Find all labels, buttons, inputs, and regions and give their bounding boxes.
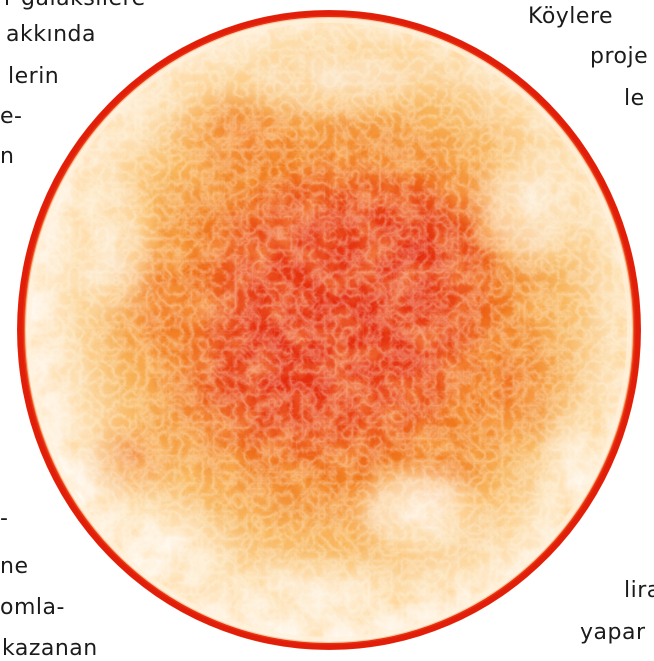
sun-image [14,6,644,654]
left-text-line: n [0,144,15,169]
left-text-line: lerin [8,64,60,89]
right-text-line: le [624,86,645,111]
sun-svg [17,10,641,650]
right-text-line: lira [624,578,654,603]
left-text-line: omla- [0,595,65,620]
right-text-line: Köylere [528,4,614,29]
left-text-line: kazanan [2,636,98,661]
left-text-line: e- [0,104,23,129]
left-text-line: ne [0,554,29,579]
sun-disk [26,18,632,642]
right-text-line: yapar [580,620,646,645]
left-text-line: - [0,506,9,531]
left-text-line: akkında [6,22,96,47]
right-text-line: proje [590,44,649,69]
left-text-line: r galaksilere [4,0,146,10]
